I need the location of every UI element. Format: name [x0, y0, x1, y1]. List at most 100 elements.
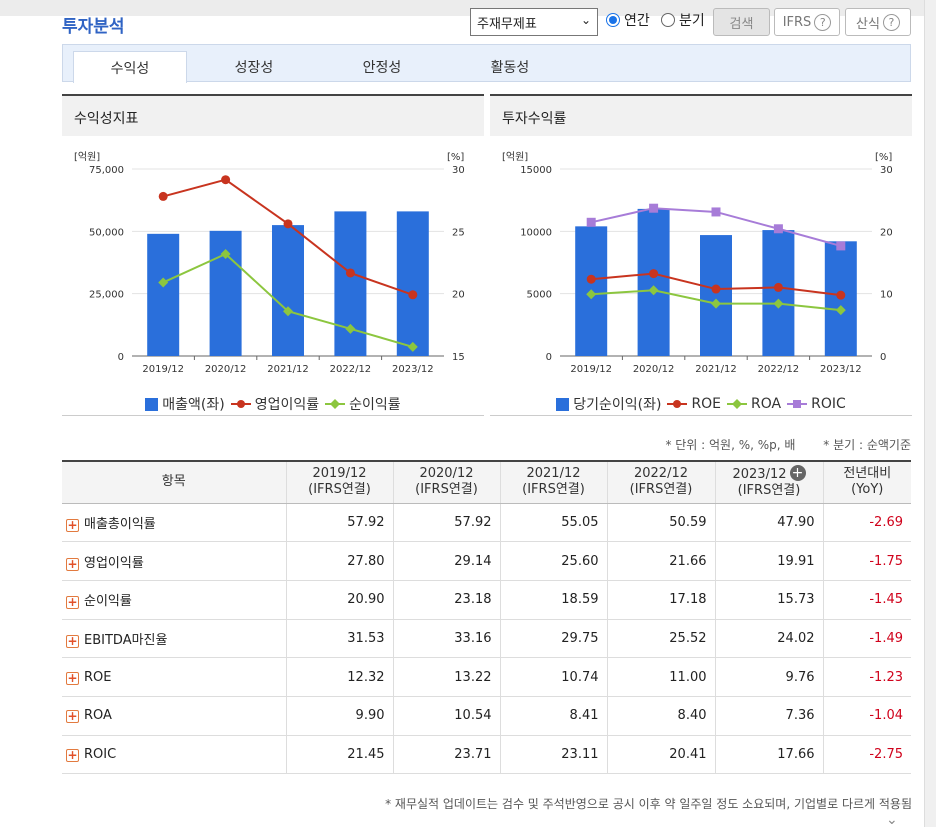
header-2023: 2023/12 + (IFRS연결): [714, 461, 823, 504]
header-yoy: 전년대비 (YoY): [822, 461, 911, 504]
chart-legend: 당기순이익(좌) ROE ROA ROIC: [490, 394, 912, 414]
line-point: [345, 268, 355, 278]
legend-item[interactable]: ROIC: [787, 394, 846, 414]
formula-help-button[interactable]: 산식 ?: [845, 8, 911, 36]
search-button[interactable]: 검색: [713, 8, 770, 36]
legend-item[interactable]: 영업이익률: [230, 394, 319, 414]
yoy-cell: -1.45: [822, 580, 911, 620]
right-tick-label: 30: [880, 165, 893, 176]
expand-plus-icon[interactable]: +: [66, 633, 79, 648]
value-cell: 33.16: [392, 619, 500, 659]
radio-annual-label: 연간: [624, 13, 650, 29]
expand-plus-icon[interactable]: +: [66, 556, 79, 571]
value-cell: 23.71: [392, 735, 500, 775]
legend-item[interactable]: 당기순이익(좌): [556, 394, 661, 414]
left-unit-label: [억원]: [74, 151, 100, 163]
row-label[interactable]: + 매출총이익률: [62, 503, 286, 543]
tab-activity[interactable]: 활동성: [490, 60, 530, 76]
value-cell: 21.66: [606, 541, 715, 581]
line-point: [408, 290, 418, 300]
question-icon: ?: [814, 13, 832, 31]
chart-title: 투자수익률: [490, 96, 912, 136]
bar: [147, 233, 180, 356]
chevron-down-icon[interactable]: ⌄: [886, 812, 898, 827]
radio-annual[interactable]: 연간: [606, 10, 650, 30]
row-label[interactable]: + ROIC: [62, 735, 286, 775]
tab-stability[interactable]: 안정성: [362, 60, 402, 76]
legend-item[interactable]: 매출액(좌): [145, 394, 225, 414]
line-point: [283, 219, 293, 229]
x-tick-label: 2019/12: [142, 364, 184, 375]
tab-profitability[interactable]: 수익성: [73, 51, 187, 83]
line-point: [773, 298, 784, 309]
value-cell: 15.73: [714, 580, 823, 620]
value-cell: 27.80: [285, 541, 393, 581]
left-tick-label: 10000: [520, 227, 552, 238]
table-row: + 영업이익률 27.80 29.14 25.60 21.66 19.91 -1.75: [62, 541, 911, 581]
value-cell: 10.74: [499, 657, 607, 697]
value-cell: 20.41: [606, 735, 715, 775]
value-cell: 29.75: [499, 619, 607, 659]
x-tick-label: 2021/12: [695, 364, 737, 375]
line-point: [649, 269, 659, 279]
x-tick-label: 2020/12: [205, 364, 247, 375]
expand-plus-icon[interactable]: +: [66, 517, 79, 532]
expand-plus-icon[interactable]: +: [66, 709, 79, 724]
ifrs-help-button[interactable]: IFRS ?: [774, 8, 840, 36]
line-point: [586, 217, 596, 227]
investment-return-chart-box: 투자수익률 [억원] [%] 15000 30 10000 20 5000 10 0 0 2019/…: [490, 94, 912, 416]
legend-item[interactable]: 순이익률: [325, 394, 401, 414]
table-row: + ROA 9.90 10.54 8.41 8.40 7.36 -1.04: [62, 696, 911, 736]
value-cell: 25.52: [606, 619, 715, 659]
line-point: [586, 289, 597, 300]
chevron-down-icon: ⌄: [580, 13, 591, 27]
line-point: [283, 306, 293, 317]
add-column-icon[interactable]: +: [789, 465, 806, 482]
bar: [334, 211, 367, 356]
line-point: [407, 341, 418, 352]
legend-line-swatch: [230, 398, 251, 410]
legend-item[interactable]: ROA: [727, 394, 781, 414]
profitability-chart: [억원] [%] 75,000 30 50,000 25 25,000 20 0 15 2019/1…: [74, 151, 465, 375]
investment-return-chart: [억원] [%] 15000 30 10000 20 5000 10 0 0 2019/12 2020…: [502, 151, 893, 375]
row-label[interactable]: + 영업이익률: [62, 541, 286, 581]
report-type-select[interactable]: 주재무제표 ⌄: [470, 8, 598, 36]
line-point: [773, 224, 783, 234]
left-tick-label: 75,000: [89, 165, 124, 176]
formula-label: 산식: [856, 16, 880, 32]
expand-plus-icon[interactable]: +: [66, 670, 79, 685]
page-title: 투자분석: [62, 17, 125, 37]
x-tick-label: 2019/12: [570, 364, 612, 375]
x-tick-label: 2020/12: [633, 364, 675, 375]
unit-note: * 단위 : 억원, %, %p, 배 * 분기 : 순액기준: [641, 436, 911, 453]
row-label[interactable]: + ROE: [62, 657, 286, 697]
value-cell: 20.90: [285, 580, 393, 620]
bar: [762, 230, 795, 356]
row-label[interactable]: + ROA: [62, 696, 286, 736]
line-point: [648, 285, 659, 296]
legend-label: ROE: [691, 396, 722, 412]
line-point: [158, 277, 169, 288]
expand-plus-icon[interactable]: +: [66, 595, 79, 610]
header-item: 항목: [62, 461, 286, 504]
legend-line-swatch: [787, 398, 808, 410]
legend-item[interactable]: ROE: [667, 394, 721, 414]
tab-growth[interactable]: 성장성: [234, 60, 274, 76]
right-tick-label: 20: [452, 290, 465, 301]
line-point: [835, 305, 846, 316]
left-tick-label: 15000: [520, 165, 552, 176]
value-cell: 17.66: [714, 735, 823, 775]
row-label[interactable]: + 순이익률: [62, 580, 286, 620]
right-tick-label: 15: [452, 352, 465, 363]
radio-quarter[interactable]: 분기: [661, 10, 705, 30]
legend-line-swatch: [667, 398, 688, 410]
value-cell: 12.32: [285, 657, 393, 697]
legend-label: 당기순이익(좌): [573, 397, 662, 413]
expand-plus-icon[interactable]: +: [66, 747, 79, 762]
scrollbar-track[interactable]: [924, 0, 936, 827]
yoy-cell: -2.69: [822, 503, 911, 543]
line-point: [158, 191, 168, 201]
row-label[interactable]: + EBITDA마진율: [62, 619, 286, 659]
value-cell: 8.40: [606, 696, 715, 736]
table-row: + 순이익률 20.90 23.18 18.59 17.18 15.73 -1.45: [62, 580, 911, 620]
